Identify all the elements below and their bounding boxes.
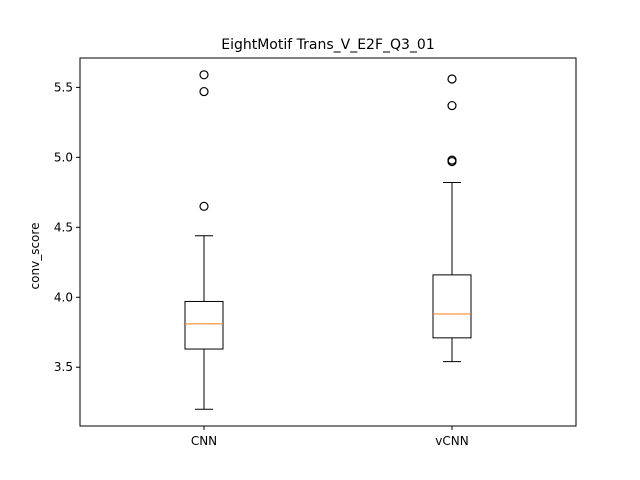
- outlier-point: [447, 100, 457, 111]
- axes-frame: [79, 57, 577, 427]
- x-tick-label: CNN: [191, 434, 217, 448]
- x-tick-label: vCNN: [435, 434, 468, 448]
- plot-area: 3.5 4.0 4.5 5.0 5.5 CNN vCNN: [54, 70, 472, 448]
- outlier-point: [199, 70, 209, 80]
- outlier-point: [199, 201, 209, 211]
- outlier-point: [447, 155, 457, 165]
- box-iqr: [184, 300, 224, 350]
- y-axis-label: conv_score: [28, 223, 42, 290]
- chart-title: EightMotif Trans_V_E2F_Q3_01: [221, 37, 435, 53]
- y-tick-label: 4.5: [54, 220, 73, 234]
- y-tick-label: 3.5: [54, 360, 73, 374]
- y-tick-label: 5.5: [54, 80, 73, 94]
- y-tick-label: 5.0: [54, 150, 73, 164]
- box-iqr: [432, 274, 472, 339]
- outlier-point: [199, 86, 209, 97]
- outlier-point: [447, 74, 457, 84]
- y-tick-label: 4.0: [54, 290, 73, 304]
